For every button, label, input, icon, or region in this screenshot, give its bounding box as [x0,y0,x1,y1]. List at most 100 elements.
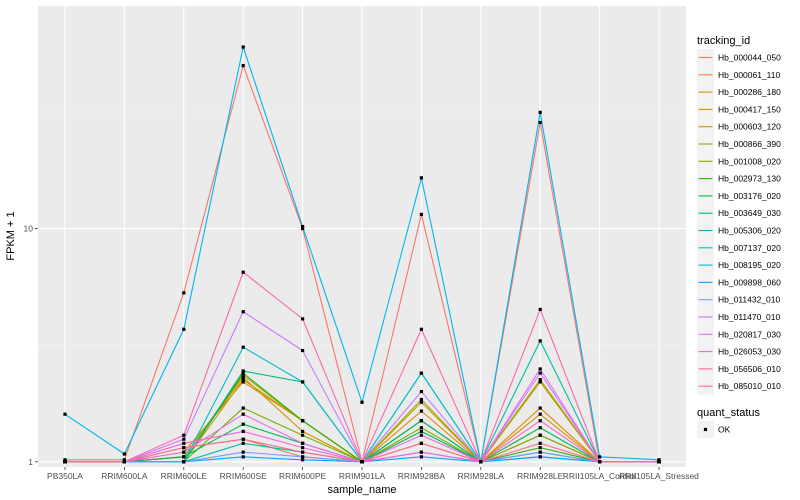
data-point [182,446,186,450]
x-tick-label: RRIM901LA [339,471,386,481]
x-tick-label: RRIM600LA [101,471,148,481]
y-axis: 1 10 [24,224,38,467]
data-point [538,419,542,423]
x-tick-label: RRIM600LE [161,471,208,481]
data-point [360,400,364,404]
legend-label: Hb_003649_030 [718,208,781,218]
x-tick-label: PB350LA [47,471,83,481]
color-legend: tracking_id Hb_000044_050 Hb_000061_110 Hb… [697,35,781,395]
data-point [360,460,364,464]
data-point [301,455,305,459]
data-point [301,380,305,384]
data-point [301,226,305,231]
data-point [538,455,542,459]
data-point [538,120,542,125]
data-point [182,455,186,459]
legend-label: Hb_008195_020 [718,260,781,270]
data-point [301,429,305,434]
legend-label: Hb_011432_010 [718,295,781,305]
data-point [419,419,423,423]
data-point [301,450,305,454]
data-point [538,433,542,437]
data-point [419,212,423,217]
data-point [301,348,305,353]
data-point [538,339,542,343]
data-point [122,458,126,462]
legend-label: Hb_003176_020 [718,191,781,201]
data-point [419,389,423,394]
data-point [479,460,483,464]
shape-legend: quant_status OK [697,407,760,438]
data-point [538,378,542,382]
data-point [419,441,423,445]
data-point [419,371,423,375]
x-tick-label: RRII105LA_Stressed [619,471,699,481]
legend-label: Hb_000866_390 [718,139,781,149]
data-point [122,460,126,464]
y-tick-label: 10 [24,224,34,234]
data-point [63,412,67,416]
data-point [241,437,245,441]
legend-label: Hb_002973_130 [718,174,781,184]
legend-label: Hb_056506_010 [718,364,781,374]
data-point [122,452,126,456]
data-point [538,412,542,416]
data-point [241,371,245,375]
data-point [598,460,602,464]
data-point [241,406,245,410]
data-point [241,378,245,382]
legend-label: Hb_000417_150 [718,104,781,114]
legend-label: Hb_007137_020 [718,243,781,253]
data-point [419,426,423,430]
shape-legend-title: quant_status [697,407,760,419]
data-point [538,446,542,450]
data-point [419,455,423,459]
data-point [657,458,661,462]
data-point [419,433,423,437]
legend-label: Hb_001008_020 [718,156,781,166]
data-point [301,433,305,437]
data-point [241,380,245,384]
data-point [301,441,305,445]
data-point [241,422,245,426]
legend-title: tracking_id [697,35,750,47]
data-point [241,450,245,454]
data-point [241,412,245,416]
data-point [182,450,186,454]
x-tick-label: RRIM928BA [398,471,446,481]
x-tick-label: RRIM600SE [220,471,268,481]
x-axis-title: sample_name [327,484,396,496]
data-point [241,455,245,459]
data-points [63,45,661,464]
data-point [419,176,423,180]
data-point [538,380,542,384]
data-point [419,429,423,434]
data-point [182,433,186,437]
legend-label: Hb_009898_060 [718,277,781,287]
data-point [63,458,67,462]
legend-label: Hb_005306_020 [718,226,781,236]
x-tick-label: RRII105LA_Control [563,471,637,481]
data-point [538,441,542,445]
data-point [301,317,305,321]
data-point [538,426,542,430]
data-point [538,450,542,454]
legend-label: Hb_026053_030 [718,347,781,357]
legend-label: Hb_085010_010 [718,381,781,391]
data-point [241,270,245,274]
data-point [182,291,186,295]
y-tick-label: 1 [28,457,33,467]
legend-label: Hb_000044_050 [718,53,781,63]
data-point [241,345,245,349]
data-point [182,441,186,445]
legend-label: Hb_020817_030 [718,329,781,339]
data-point [657,460,661,464]
data-point [419,400,423,404]
data-point [301,419,305,423]
x-tick-label: RRIM928LE [517,471,564,481]
data-point [419,397,423,402]
data-point [182,460,186,464]
data-point [182,437,186,441]
data-point [241,63,245,68]
